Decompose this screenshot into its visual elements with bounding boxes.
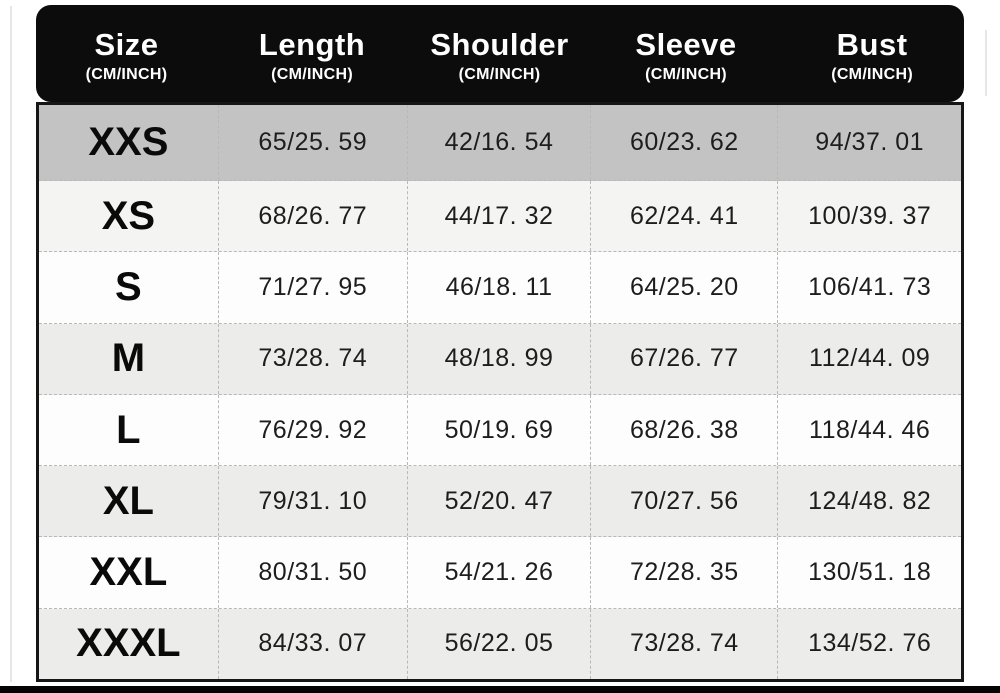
header-unit-sleeve: (CM/INCH) bbox=[645, 65, 727, 83]
cell-length: 76/29. 92 bbox=[219, 394, 408, 466]
cell-sleeve: 64/25. 20 bbox=[591, 252, 779, 323]
cell-length: 73/28. 74 bbox=[219, 323, 408, 394]
table-row-xs: XS 68/26. 77 44/17. 32 62/24. 41 100/39.… bbox=[39, 181, 961, 253]
cell-length: 80/31. 50 bbox=[219, 537, 408, 608]
cell-size: XXXL bbox=[39, 608, 219, 679]
cell-shoulder: 56/22. 05 bbox=[408, 608, 592, 679]
table-row-s: S 71/27. 95 46/18. 11 64/25. 20 106/41. … bbox=[39, 252, 961, 324]
table-row-xxs: XXS 65/25. 59 42/16. 54 60/23. 62 94/37.… bbox=[39, 105, 961, 182]
cell-size: L bbox=[39, 394, 219, 466]
cell-shoulder: 48/18. 99 bbox=[408, 323, 592, 394]
cell-sleeve: 60/23. 62 bbox=[591, 105, 779, 181]
cell-bust: 106/41. 73 bbox=[808, 273, 932, 302]
cell-length: 71/27. 95 bbox=[219, 252, 408, 323]
header-unit-shoulder: (CM/INCH) bbox=[458, 65, 541, 83]
header-unit-length: (CM/INCH) bbox=[271, 65, 353, 83]
cell-shoulder: 52/20. 47 bbox=[408, 466, 592, 537]
cell-size: XXS bbox=[39, 105, 219, 181]
header-cell-length: Length (CM/INCH) bbox=[217, 5, 407, 102]
cell-shoulder: 54/21. 26 bbox=[408, 537, 592, 608]
table-row-xxl: XXL 80/31. 50 54/21. 26 72/28. 35 130/51… bbox=[39, 537, 961, 609]
header-cell-shoulder: Shoulder (CM/INCH) bbox=[407, 5, 592, 102]
cell-length: 84/33. 07 bbox=[219, 608, 408, 679]
table-header-row: Size (CM/INCH) Length (CM/INCH) Shoulder… bbox=[36, 5, 964, 102]
cell-size: S bbox=[39, 252, 219, 323]
cell-size: XL bbox=[39, 466, 219, 537]
cell-bust: 130/51. 18 bbox=[808, 558, 932, 587]
page-edge-line-left bbox=[10, 6, 12, 682]
header-cell-size: Size (CM/INCH) bbox=[36, 5, 217, 102]
cell-length: 68/26. 77 bbox=[219, 181, 408, 252]
cell-sleeve: 70/27. 56 bbox=[591, 466, 779, 537]
table-row-m: M 73/28. 74 48/18. 99 67/26. 77 112/44. … bbox=[39, 323, 961, 395]
table-row-xl: XL 79/31. 10 52/20. 47 70/27. 56 124/48.… bbox=[39, 466, 961, 538]
cell-sleeve: 62/24. 41 bbox=[591, 181, 779, 252]
table-row-xxxl: XXXL 84/33. 07 56/22. 05 73/28. 74 134/5… bbox=[39, 608, 961, 679]
header-label-length: Length bbox=[258, 27, 366, 63]
header-label-sleeve: Sleeve bbox=[635, 27, 737, 63]
header-unit-size: (CM/INCH) bbox=[85, 65, 168, 83]
cell-size: XXL bbox=[39, 537, 219, 608]
size-table-body: XXS 65/25. 59 42/16. 54 60/23. 62 94/37.… bbox=[36, 102, 964, 682]
header-cell-bust: Bust (CM/INCH) bbox=[780, 5, 964, 102]
cell-length: 79/31. 10 bbox=[219, 466, 408, 537]
cell-bust: 100/39. 37 bbox=[808, 201, 932, 230]
cell-bust: 112/44. 09 bbox=[809, 344, 931, 373]
cell-bust: 118/44. 46 bbox=[809, 415, 931, 444]
cell-shoulder: 42/16. 54 bbox=[408, 105, 592, 181]
header-label-bust: Bust bbox=[836, 27, 908, 63]
cell-length: 65/25. 59 bbox=[219, 105, 408, 181]
cell-sleeve: 67/26. 77 bbox=[591, 323, 779, 394]
cell-shoulder: 46/18. 11 bbox=[408, 252, 592, 323]
header-cell-sleeve: Sleeve (CM/INCH) bbox=[592, 5, 780, 102]
cell-sleeve: 68/26. 38 bbox=[591, 394, 779, 466]
cell-bust: 134/52. 76 bbox=[808, 629, 932, 658]
page-bottom-divider bbox=[0, 686, 1000, 693]
table-row-l: L 76/29. 92 50/19. 69 68/26. 38 118/44. … bbox=[39, 394, 961, 467]
cell-size: M bbox=[39, 323, 219, 394]
cell-bust: 124/48. 82 bbox=[808, 486, 932, 515]
page-edge-line-right bbox=[985, 30, 987, 96]
header-unit-bust: (CM/INCH) bbox=[831, 65, 913, 83]
header-label-shoulder: Shoulder bbox=[430, 27, 569, 63]
cell-bust: 94/37. 01 bbox=[815, 128, 925, 157]
header-label-size: Size bbox=[94, 27, 159, 63]
cell-size: XS bbox=[39, 181, 219, 252]
cell-sleeve: 72/28. 35 bbox=[591, 537, 779, 608]
cell-sleeve: 73/28. 74 bbox=[591, 608, 779, 679]
cell-shoulder: 44/17. 32 bbox=[408, 181, 592, 252]
cell-shoulder: 50/19. 69 bbox=[408, 394, 592, 466]
